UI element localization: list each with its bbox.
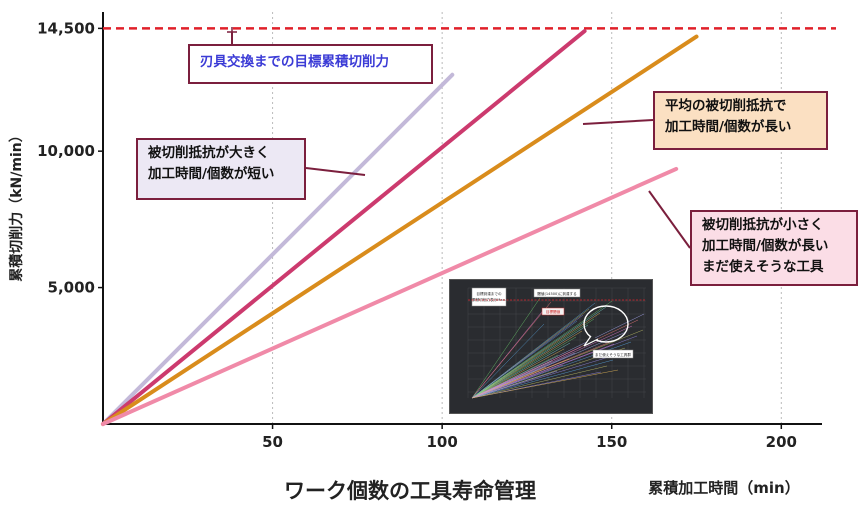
inset-label-box-mid — [533, 288, 581, 298]
inset-label-target: 目標閾値 — [546, 309, 561, 314]
y-tick-label-0: 5,000 — [48, 279, 95, 297]
inset-label-mid-top: 閾値(14500)に到達する — [537, 291, 577, 296]
inset-trace-30 — [471, 312, 601, 399]
chart-caption: ワーク個数の工具寿命管理 — [284, 479, 536, 503]
inset-label-box-bubble — [592, 349, 634, 359]
x-tick-label-1: 100 — [426, 433, 457, 451]
axes — [98, 12, 822, 429]
callout-avg-line-2: 加工時間/個数が長い — [665, 119, 792, 135]
inset-label-box-left — [471, 287, 507, 307]
inset-bubble — [583, 305, 629, 343]
inset-trace-10 — [471, 302, 596, 399]
inset-trace-17 — [471, 313, 645, 399]
callout-high-line-1: 被切削抵抗が大きく — [148, 145, 270, 161]
inset-label-bubble: まだ使えそうな工具群 — [595, 352, 631, 357]
callout-average-resistance: 平均の被切削抵抗で 加工時間/個数が長い — [653, 91, 828, 150]
inset-trace-39 — [471, 369, 619, 399]
inset-trace-27 — [471, 318, 595, 399]
inset-trace-19 — [471, 359, 614, 399]
x-axis-title: 累積加工時間（min） — [648, 479, 799, 497]
inset-bubble-tail — [583, 335, 599, 347]
callout-low-line-3: まだ使えそうな工具 — [702, 259, 824, 275]
y-axis-title: 累積切削力（kN/min） — [8, 128, 25, 282]
x-tick-label-2: 150 — [596, 433, 627, 451]
callout-avg-line-1: 平均の被切削抵抗で — [665, 98, 787, 114]
x-tick-label-0: 50 — [262, 433, 283, 451]
series-line-3 — [101, 166, 679, 426]
y-tick-label-1: 10,000 — [37, 142, 95, 160]
inset-label-box-target — [541, 307, 565, 316]
inset-trace-24 — [471, 324, 589, 399]
inset-screenshot: 目標到達までの 累積切削力表示Max. 閾値(14500)に到達する 目標閾値 … — [449, 279, 653, 414]
callout-target: 刃具交換までの目標累積切削力 — [188, 44, 433, 84]
inset-trace-11 — [471, 325, 633, 399]
inset-trace-22 — [471, 353, 620, 399]
callout-low-line-2: 加工時間/個数が長い — [702, 238, 829, 254]
inset-trace-38 — [471, 346, 582, 399]
x-tick-label-3: 200 — [766, 433, 797, 451]
callout-target-marker — [227, 27, 237, 37]
series-line-0 — [101, 72, 455, 426]
inset-trace-31 — [471, 335, 638, 399]
callout-high-line-2: 加工時間/個数が短い — [148, 166, 275, 182]
callout-low-line-1: 被切削抵抗が小さく — [702, 217, 824, 233]
callout-target-line-1: 刃具交換までの目標累積切削力 — [200, 54, 389, 70]
inset-trace-23 — [471, 301, 552, 399]
callout-leaders — [227, 27, 691, 249]
inset-trace-21 — [471, 330, 583, 399]
series-line-1 — [101, 29, 587, 426]
inset-label-left-2: 累積切削力表示Max. — [472, 297, 506, 302]
x-tick-labels: 50 100 150 200 — [262, 433, 797, 451]
series-line-2 — [101, 34, 699, 426]
inset-trace-36 — [471, 300, 613, 399]
inset-trace-37 — [471, 323, 545, 399]
inset-trace-0 — [471, 297, 541, 399]
callout-high-resistance: 被切削抵抗が大きく 加工時間/個数が短い — [136, 138, 306, 200]
callout-low-resistance: 被切削抵抗が小さく 加工時間/個数が長い まだ使えそうな工具 — [690, 210, 858, 286]
series-layer — [101, 29, 699, 426]
y-tick-label-2: 14,500 — [37, 19, 95, 37]
inset-trace-26 — [471, 370, 558, 399]
callout-leader-3 — [648, 190, 691, 249]
inset-trace-35 — [471, 352, 576, 399]
inset-trace-18 — [471, 336, 577, 399]
inset-trace-16 — [471, 365, 608, 399]
callout-leader-2 — [582, 119, 654, 125]
inset-chart: 目標到達までの 累積切削力表示Max. 閾値(14500)に到達する 目標閾値 … — [467, 287, 646, 399]
inset-trace-12 — [471, 348, 565, 399]
inset-label-left-1: 目標到達までの — [476, 291, 502, 296]
callout-leader-1 — [305, 167, 366, 176]
inset-trace-15 — [471, 342, 571, 399]
y-tick-labels: 5,000 10,000 14,500 — [37, 19, 95, 296]
